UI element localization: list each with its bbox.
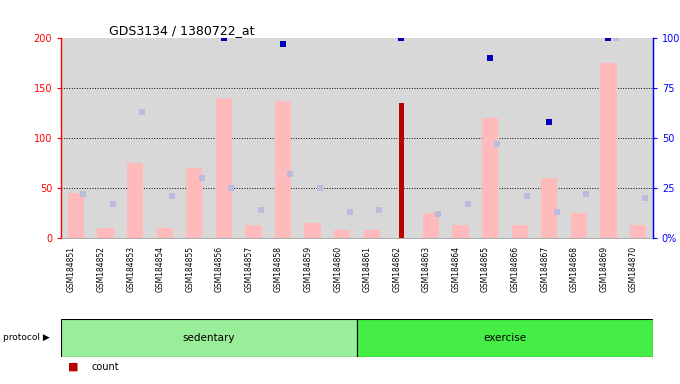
Bar [61, 319, 357, 357]
Text: GSM184867: GSM184867 [541, 246, 549, 292]
Text: ■: ■ [68, 362, 78, 372]
Text: GSM184851: GSM184851 [67, 246, 76, 292]
Text: GSM184859: GSM184859 [304, 246, 313, 292]
Bar [334, 230, 350, 238]
Text: sedentary: sedentary [183, 333, 235, 343]
Text: protocol ▶: protocol ▶ [3, 333, 50, 343]
Text: GSM184853: GSM184853 [126, 246, 135, 292]
Bar [511, 225, 528, 238]
Text: GSM184854: GSM184854 [156, 246, 165, 292]
Bar [541, 178, 558, 238]
Text: GSM184869: GSM184869 [600, 246, 609, 292]
Text: GSM184855: GSM184855 [186, 246, 194, 292]
Text: GSM184865: GSM184865 [481, 246, 490, 292]
Bar [482, 118, 498, 238]
Text: GSM184856: GSM184856 [215, 246, 224, 292]
Bar [68, 193, 84, 238]
Text: GSM184864: GSM184864 [452, 246, 460, 292]
Bar [97, 228, 114, 238]
Text: GSM184862: GSM184862 [392, 246, 401, 292]
Bar [186, 168, 203, 238]
Bar [600, 63, 617, 238]
Bar [216, 98, 232, 238]
Text: count: count [92, 362, 120, 372]
Text: GSM184858: GSM184858 [274, 246, 283, 292]
Text: exercise: exercise [483, 333, 526, 343]
Text: GSM184852: GSM184852 [97, 246, 105, 292]
Bar [305, 223, 321, 238]
Text: GDS3134 / 1380722_at: GDS3134 / 1380722_at [109, 24, 254, 37]
Text: GSM184866: GSM184866 [511, 246, 520, 292]
Bar [423, 213, 439, 238]
Text: GSM184870: GSM184870 [629, 246, 638, 292]
Bar [364, 230, 380, 238]
Bar [245, 225, 262, 238]
Bar [571, 213, 587, 238]
Bar [630, 225, 646, 238]
Bar [452, 225, 469, 238]
Text: GSM184857: GSM184857 [245, 246, 254, 292]
Text: GSM184863: GSM184863 [422, 246, 431, 292]
Text: GSM184861: GSM184861 [363, 246, 372, 292]
Text: GSM184860: GSM184860 [333, 246, 342, 292]
Bar [398, 103, 404, 238]
Text: GSM184868: GSM184868 [570, 246, 579, 292]
Bar [357, 319, 653, 357]
Bar [127, 163, 143, 238]
Bar [275, 101, 291, 238]
Bar [156, 228, 173, 238]
